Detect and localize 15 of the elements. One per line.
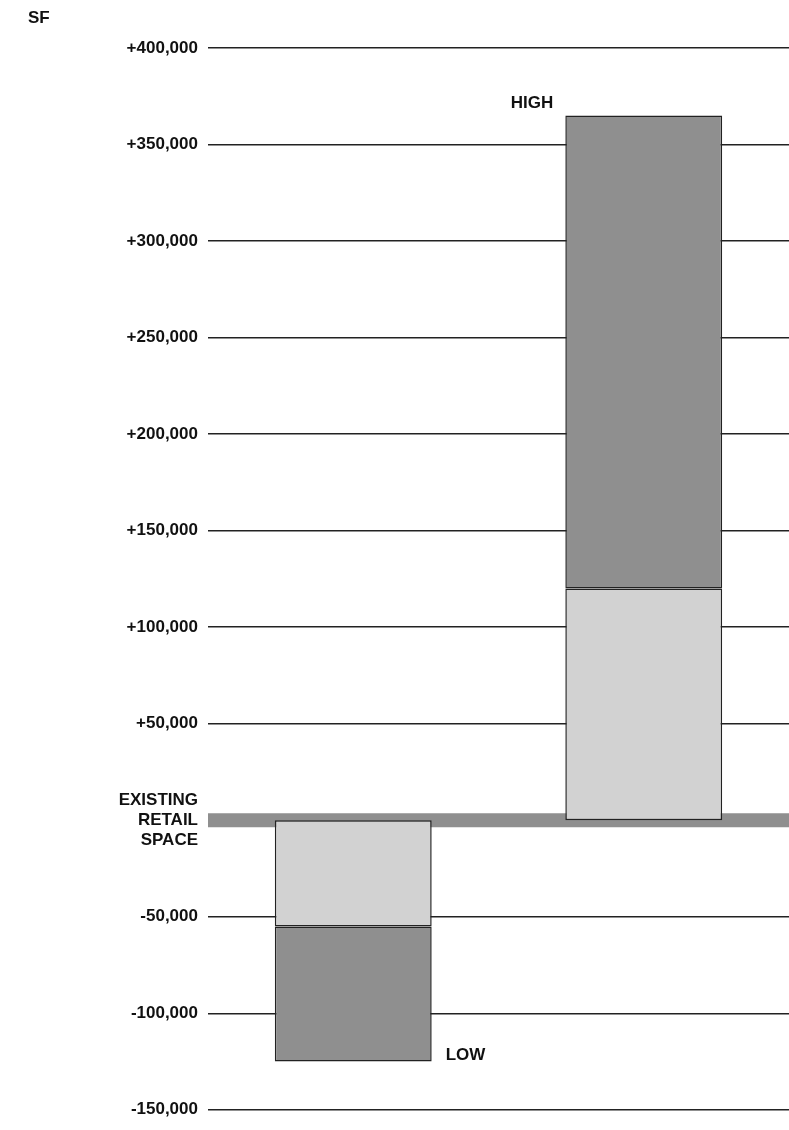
y-tick-label: +100,000	[126, 616, 198, 636]
ref-line-label: EXISTING RETAIL SPACE	[118, 789, 198, 849]
y-tick-label: +250,000	[126, 327, 198, 347]
y-tick-label: +50,000	[136, 713, 198, 733]
annotation: HIGH	[510, 92, 554, 112]
y-tick-label: -50,000	[140, 906, 198, 926]
y-tick-label: -150,000	[130, 1099, 198, 1119]
y-tick-label: +400,000	[126, 37, 198, 57]
y-axis-title: SF	[28, 8, 50, 28]
y-tick-label: +300,000	[126, 230, 198, 250]
y-tick-label: -100,000	[130, 1002, 198, 1022]
y-tick-label: +350,000	[126, 134, 198, 154]
y-tick-label: +200,000	[126, 423, 198, 443]
y-tick-label: +150,000	[126, 520, 198, 540]
annotation: LOW	[445, 1044, 487, 1064]
